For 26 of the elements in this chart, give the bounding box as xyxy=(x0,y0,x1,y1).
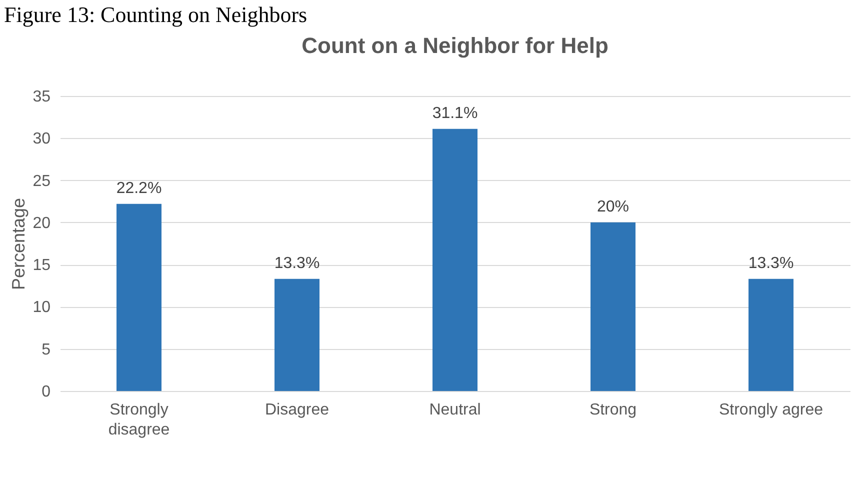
data-label: 20% xyxy=(596,198,630,216)
y-tick-label: 35 xyxy=(32,88,51,106)
x-tick-label: Disagree xyxy=(264,402,330,418)
x-tick-label: Strongly agree xyxy=(718,402,824,418)
y-axis-title: Percentage xyxy=(8,198,29,290)
y-tick-label: 20 xyxy=(32,214,51,232)
y-tick-label: 5 xyxy=(42,341,51,358)
x-tick-label: Strongly disagree xyxy=(108,402,170,438)
y-tick-label: 15 xyxy=(32,257,51,274)
caption: Figure 13: Counting on Neighbors xyxy=(3,1,308,29)
x-tick-label: Strong xyxy=(589,402,637,418)
bar xyxy=(590,222,636,391)
y-tick-label: 0 xyxy=(42,384,51,400)
data-label: 31.1% xyxy=(432,104,478,122)
chart-title: Count on a Neighbor for Help xyxy=(302,33,608,58)
data-label: 13.3% xyxy=(274,254,320,272)
bar xyxy=(274,278,320,391)
y-tick-label: 25 xyxy=(32,172,51,190)
bar xyxy=(432,128,478,391)
data-label: 13.3% xyxy=(748,254,794,272)
bar xyxy=(748,278,794,391)
data-label: 22.2% xyxy=(116,180,162,197)
y-tick-label: 10 xyxy=(32,299,51,316)
x-tick-label: Neutral xyxy=(429,402,481,418)
y-tick-label: 30 xyxy=(32,130,51,148)
bar xyxy=(116,204,162,391)
